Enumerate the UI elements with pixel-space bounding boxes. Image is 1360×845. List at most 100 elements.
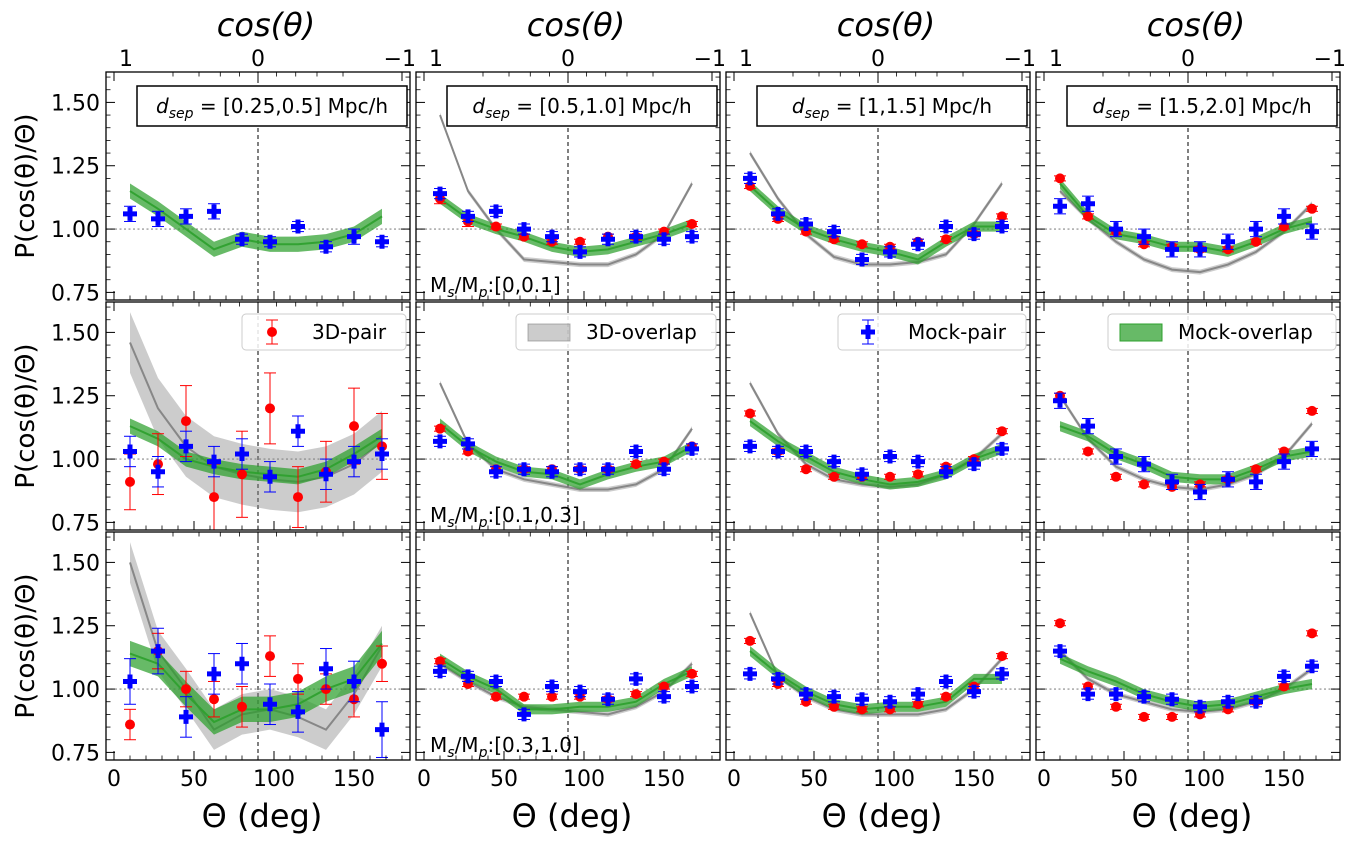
row-label-part: M	[430, 503, 447, 527]
overlap-3d-band	[1060, 648, 1312, 715]
mock-pair-marker	[291, 424, 305, 439]
y-axis-title: P(cos(θ)/Θ)	[11, 573, 41, 718]
mock-pair-marker	[207, 454, 221, 469]
mock-pair-point	[1249, 473, 1263, 490]
pair-3d-point	[996, 651, 1008, 662]
column-label-box	[1066, 85, 1338, 127]
mock-pair-point	[771, 206, 785, 221]
x-tick-label: 50	[490, 767, 518, 792]
mock-pair-point	[629, 444, 643, 459]
mock-pair-point	[151, 210, 165, 228]
panel-plot-area	[726, 302, 1030, 530]
mock-pair-marker	[883, 694, 897, 709]
mock-pair-point	[179, 696, 193, 738]
mock-pair-marker	[545, 229, 559, 244]
pair-3d-marker	[829, 701, 839, 712]
pair-3d-marker	[1307, 405, 1317, 416]
mock-pair-marker	[347, 229, 361, 244]
pair-3d-marker	[659, 681, 669, 692]
mock-pair-marker	[207, 204, 221, 219]
pair-3d-point	[1306, 628, 1318, 639]
mock-pair-marker	[911, 237, 925, 252]
legend-key-patch	[527, 323, 571, 342]
column-label-part: d	[472, 94, 485, 118]
mock-pair-point	[601, 462, 615, 477]
mock-pair-marker	[433, 186, 447, 201]
pair-3d-point	[1278, 681, 1290, 692]
mock-pair-point	[489, 464, 503, 479]
row-label-part: /M	[455, 503, 479, 527]
panel-plot-area	[106, 72, 410, 300]
mock-pair-marker	[291, 704, 305, 719]
panel-plot-area	[1036, 72, 1340, 300]
mock-pair-marker	[1053, 644, 1067, 659]
mock-pair-marker	[743, 439, 757, 454]
row-label-part: /M	[455, 273, 479, 297]
pair-3d-marker	[349, 421, 359, 432]
mock-pair-marker	[1165, 242, 1179, 257]
mock-pair-point	[461, 209, 475, 224]
mock-pair-point	[967, 457, 981, 472]
mock-pair-marker	[545, 679, 559, 694]
mock-pair-marker	[939, 674, 953, 689]
mock-pair-marker	[1221, 234, 1235, 249]
top-tick-label: −1	[1314, 47, 1346, 72]
mock-pair-marker	[883, 449, 897, 464]
mock-pair-point	[1193, 241, 1207, 258]
legend-box	[837, 313, 1027, 351]
mock-pair-marker	[939, 464, 953, 479]
panel-r3-c4	[1035, 531, 1341, 761]
mock-pair-point	[461, 669, 475, 684]
pair-3d-point	[1110, 471, 1122, 482]
pair-3d-marker	[857, 704, 867, 715]
pair-3d-point	[940, 691, 952, 702]
mock-pair-marker	[629, 229, 643, 244]
y-tick-label: 1.50	[51, 551, 100, 576]
pair-3d-point	[264, 372, 276, 445]
mock-pair-point	[1109, 220, 1123, 238]
mock-pair-marker	[629, 671, 643, 686]
pair-3d-point	[490, 221, 502, 232]
top-tick-label: −1	[1004, 47, 1036, 72]
mock-pair-marker	[179, 439, 193, 454]
mock-overlap-line	[749, 650, 1002, 711]
mock-pair-point	[799, 444, 813, 459]
mock-pair-marker	[573, 244, 587, 259]
pair-3d-marker	[857, 239, 867, 250]
mock-pair-point	[883, 449, 897, 464]
panel-r3-c1	[105, 531, 411, 761]
pair-3d-marker	[293, 673, 303, 684]
pair-3d-point	[1054, 173, 1066, 184]
y-tick-label: 1.50	[51, 321, 100, 346]
mock-pair-point	[573, 462, 587, 477]
pair-3d-marker	[745, 408, 755, 419]
mock-pair-marker	[827, 689, 841, 704]
panel-plot-area	[106, 302, 410, 530]
panel-plot-area	[726, 532, 1030, 760]
mock-pair-point	[433, 664, 447, 679]
mock-overlap-band	[440, 653, 692, 715]
mock-pair-marker	[489, 674, 503, 689]
mock-overlap-band	[130, 183, 382, 257]
mock-pair-marker	[375, 447, 389, 461]
top-axis-title: cos(θ)	[1147, 6, 1245, 44]
mock-pair-marker	[319, 239, 333, 254]
mock-pair-point	[235, 232, 249, 247]
mock-pair-point	[489, 204, 503, 219]
pair-3d-point	[828, 701, 840, 712]
mock-pair-point	[347, 445, 361, 478]
mock-pair-marker	[1221, 694, 1235, 709]
mock-pair-point	[685, 229, 699, 244]
mock-pair-marker	[235, 232, 249, 247]
mock-pair-marker	[517, 462, 531, 477]
panel-plot-area	[416, 72, 720, 300]
pair-3d-point	[292, 663, 304, 695]
pair-3d-marker	[885, 471, 895, 482]
mock-pair-point	[291, 219, 305, 234]
pair-3d-marker	[913, 699, 923, 710]
column-label-part: = [1,1.5] Mpc/h	[829, 94, 992, 118]
pair-3d-marker	[997, 426, 1007, 437]
pair-3d-marker	[209, 694, 219, 705]
top-tick-label: 1	[429, 47, 443, 72]
pair-3d-marker	[687, 219, 697, 229]
